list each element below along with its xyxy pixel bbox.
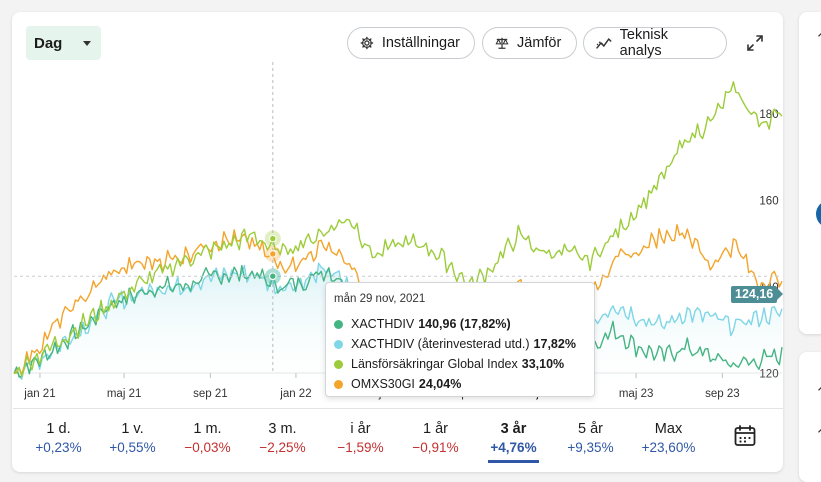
- tab-change: −0,03%: [184, 440, 231, 455]
- tooltip-value: 33,10%: [521, 357, 565, 371]
- side-arrow-icon[interactable]: ↗: [816, 24, 821, 41]
- tooltip-label: OMXS30GI: [351, 377, 415, 391]
- tab-label: 3 år: [500, 421, 527, 437]
- tab-change: −1,59%: [337, 440, 384, 455]
- tab-label: 3 m.: [268, 421, 297, 437]
- compare-label: Jämför: [517, 35, 562, 51]
- tab-change: +0,55%: [109, 440, 156, 455]
- tab-label: Max: [654, 421, 683, 437]
- tab-label: 1 d.: [46, 421, 71, 437]
- tab-label: 1 år: [423, 421, 448, 437]
- side-avatar: [816, 200, 821, 228]
- tab-3m[interactable]: 3 m. −2,25%: [245, 409, 320, 461]
- tab-change: −2,25%: [259, 440, 306, 455]
- hover-tooltip: mån 29 nov, 2021 XACTHDIV 140,96 (17,82%…: [325, 282, 595, 397]
- tooltip-row: XACTHDIV (återinvesterad utd.) 17,82%: [334, 334, 594, 354]
- tab-change: +23,60%: [641, 440, 696, 455]
- calendar-icon[interactable]: [733, 424, 757, 448]
- tooltip-value: 140,96 (17,82%): [418, 317, 511, 331]
- tab-label: i år: [350, 421, 371, 437]
- tooltip-label: Länsförsäkringar Global Index: [351, 357, 518, 371]
- technical-analysis-button[interactable]: Teknisk analys: [583, 27, 727, 59]
- tooltip-row: XACTHDIV 140,96 (17,82%): [334, 314, 594, 334]
- y-tick-label: 160: [759, 195, 778, 207]
- compare-button[interactable]: Jämför: [482, 27, 577, 59]
- tooltip-date: mån 29 nov, 2021: [334, 293, 426, 305]
- settings-button[interactable]: Inställningar: [347, 27, 475, 59]
- tab-3y[interactable]: 3 år +4,76%: [476, 409, 551, 463]
- tooltip-label: XACTHDIV: [351, 317, 415, 331]
- technical-analysis-label: Teknisk analys: [619, 27, 669, 59]
- tab-max[interactable]: Max +23,60%: [631, 409, 706, 461]
- tab-ytd[interactable]: i år −1,59%: [323, 409, 398, 461]
- tab-change: −0,91%: [412, 440, 459, 455]
- side-arrow-icon[interactable]: ↗: [816, 378, 821, 395]
- side-panel: [799, 12, 821, 334]
- tooltip-row: Länsförsäkringar Global Index 33,10%: [334, 354, 594, 374]
- gear-icon: [360, 36, 374, 50]
- tab-1m[interactable]: 1 m. −0,03%: [170, 409, 245, 461]
- period-select[interactable]: Dag: [26, 26, 101, 60]
- series-dot: [334, 319, 343, 329]
- tab-1y[interactable]: 1 år −0,91%: [398, 409, 473, 461]
- scale-icon: [495, 37, 509, 49]
- tab-5y[interactable]: 5 år +9,35%: [553, 409, 628, 461]
- series-dot: [334, 379, 343, 389]
- series-dot: [334, 339, 343, 349]
- tooltip-row: OMXS30GI 24,04%: [334, 374, 594, 394]
- tab-label: 1 v.: [121, 421, 144, 437]
- tooltip-label: XACTHDIV (återinvesterad utd.): [351, 337, 530, 351]
- tab-change: +4,76%: [490, 440, 537, 455]
- tab-label: 5 år: [578, 421, 603, 437]
- tooltip-value: 17,82%: [533, 337, 576, 351]
- hover-point: [269, 272, 277, 280]
- tab-change: +0,23%: [35, 440, 82, 455]
- settings-label: Inställningar: [381, 35, 460, 51]
- side-arrow-icon[interactable]: ↗: [816, 420, 821, 437]
- tab-1w[interactable]: 1 v. +0,55%: [95, 409, 170, 461]
- series-line: [13, 81, 783, 378]
- hover-point: [269, 234, 277, 243]
- period-tabs: 1 d. +0,23% 1 v. +0,55% 1 m. −0,03% 3 m.…: [13, 408, 783, 471]
- period-select-value: Dag: [34, 34, 63, 52]
- side-panel-lower: [799, 352, 821, 482]
- hover-point: [269, 250, 277, 258]
- trend-line-icon: [596, 37, 612, 49]
- tab-change: +9,35%: [567, 440, 614, 455]
- y-tick-label: 180: [759, 109, 778, 121]
- expand-icon[interactable]: [745, 33, 765, 53]
- tab-label: 1 m.: [193, 421, 222, 437]
- chevron-down-icon: [83, 40, 91, 46]
- tab-1d[interactable]: 1 d. +0,23%: [21, 409, 96, 461]
- series-dot: [334, 359, 343, 369]
- price-chart[interactable]: jan 21maj 21sep 21jan 22maj 22sep 22jan …: [0, 0, 821, 470]
- tooltip-value: 24,04%: [418, 377, 462, 391]
- last-value-badge: 124,16: [731, 286, 784, 303]
